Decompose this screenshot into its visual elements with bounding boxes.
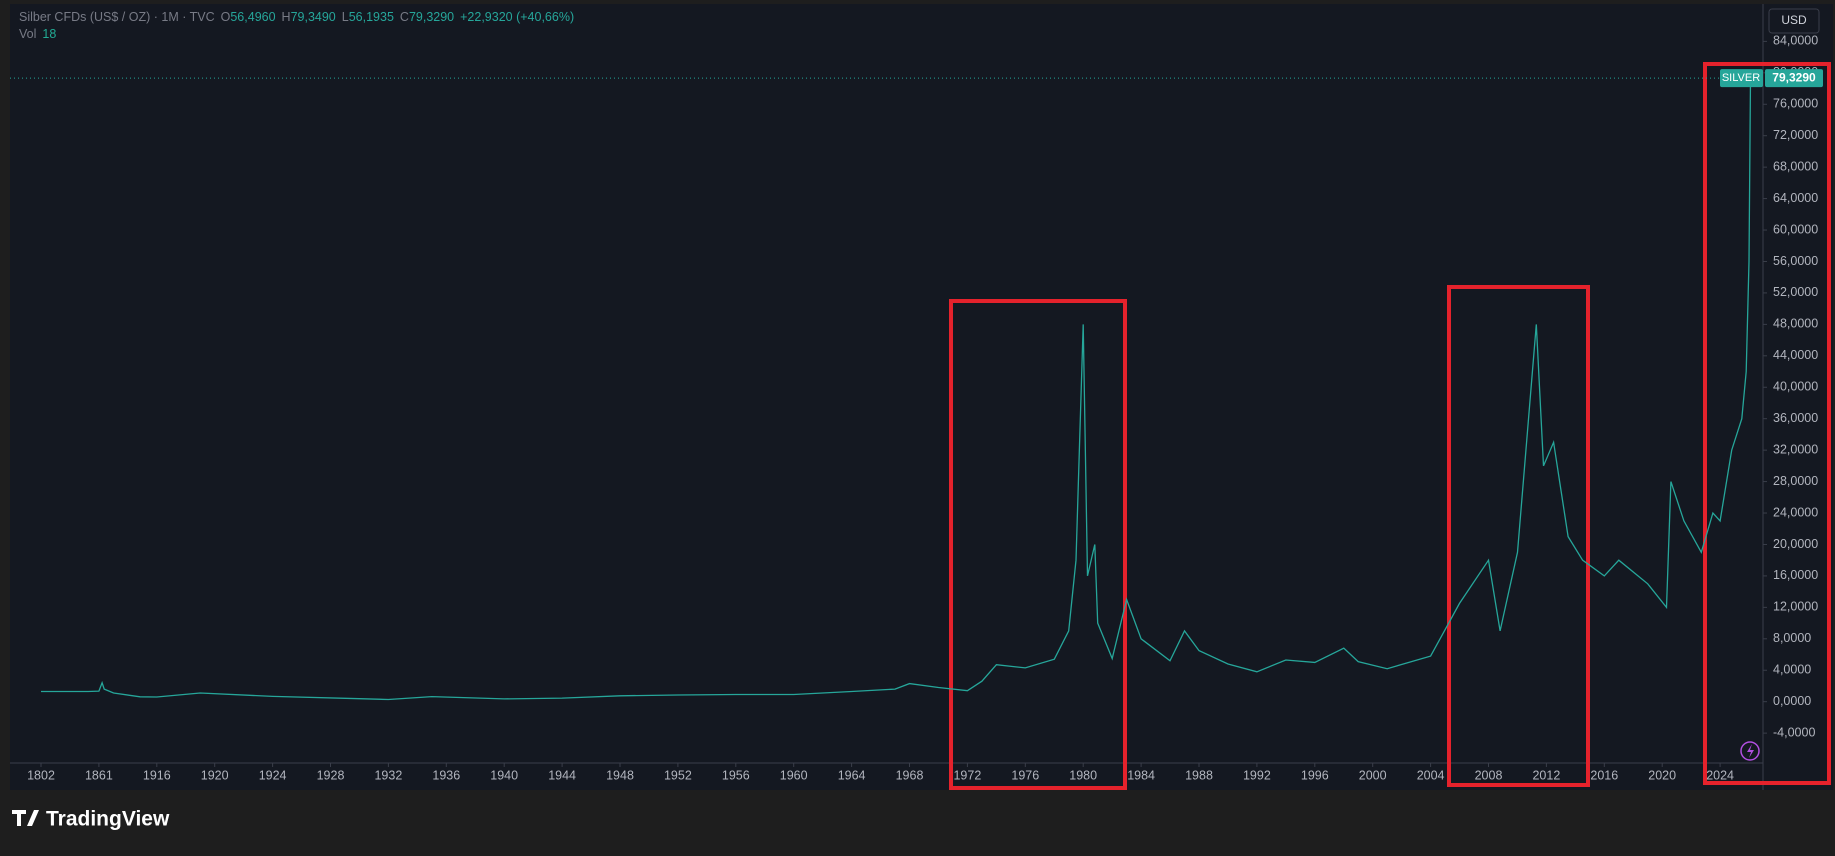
y-tick-label: 20,0000 [1773,537,1818,551]
change: +22,9320 (+40,66%) [460,10,574,24]
close: 79,3290 [409,10,454,24]
y-tick-label: 0,0000 [1773,694,1811,708]
o-label: O [221,10,231,24]
y-tick-label: 56,0000 [1773,254,1818,268]
y-tick-label: 28,0000 [1773,474,1818,488]
x-tick-label: 1968 [896,768,924,782]
y-tick-label: 8,0000 [1773,631,1811,645]
x-tick-label: 1916 [143,768,171,782]
alert-icon[interactable] [1740,741,1760,761]
l-label: L [342,10,349,24]
y-tick-label: 40,0000 [1773,380,1818,394]
x-tick-label: 2016 [1590,768,1618,782]
c-label: C [400,10,409,24]
x-tick-label: 1948 [606,768,634,782]
x-tick-label: 1996 [1301,768,1329,782]
low: 56,1935 [349,10,394,24]
y-tick-label: 68,0000 [1773,159,1818,173]
logo-mark [12,810,39,826]
x-tick-label: 1932 [374,768,402,782]
highlight-box [1447,285,1590,787]
x-tick-label: 1944 [548,768,576,782]
open: 56,4960 [230,10,275,24]
x-tick-label: 1924 [259,768,287,782]
logo: TradingView [12,808,170,831]
last-price: 79,3290 [1772,70,1816,84]
alert-icon-bolt [1747,744,1754,758]
x-tick-label: 1972 [953,768,981,782]
x-tick-label: 1928 [317,768,345,782]
logo-text: TradingView [46,808,170,831]
high: 79,3490 [291,10,336,24]
x-tick-label: 2012 [1532,768,1560,782]
x-tick-label: 1960 [780,768,808,782]
volume: Vol 18 [19,27,56,41]
y-tick-label: 12,0000 [1773,600,1818,614]
y-tick-label: 48,0000 [1773,317,1818,331]
y-tick-label: 60,0000 [1773,222,1818,236]
y-tick-label: 32,0000 [1773,442,1818,456]
y-tick-label: 64,0000 [1773,191,1818,205]
x-tick-label: 2004 [1417,768,1445,782]
x-tick-label: 2024 [1706,768,1734,782]
series-name: SILVER [1722,72,1760,84]
x-tick-label: 1984 [1127,768,1155,782]
y-tick-label: 16,0000 [1773,568,1818,582]
y-tick-label: -4,0000 [1773,725,1815,739]
chart-panel [10,4,1833,790]
x-tick-label: 1920 [201,768,229,782]
x-tick-label: 1964 [838,768,866,782]
y-tick-label: 76,0000 [1773,97,1818,111]
x-tick-label: 1936 [432,768,460,782]
y-tick-label: 36,0000 [1773,411,1818,425]
x-tick-label: 1802 [27,768,55,782]
y-tick-label: 72,0000 [1773,128,1818,142]
y-tick-label: 4,0000 [1773,663,1811,677]
y-tick-label: 24,0000 [1773,505,1818,519]
y-tick-label: 52,0000 [1773,285,1818,299]
x-tick-label: 2008 [1475,768,1503,782]
y-tick-label: 44,0000 [1773,348,1818,362]
highlight-box [949,299,1127,790]
last-price-badge [1765,69,1823,88]
symbol: Silber CFDs (US$ / OZ) · 1M · TVC O56,496… [19,10,574,24]
currency-button[interactable] [1768,8,1820,34]
x-tick-label: 1988 [1185,768,1213,782]
h-label: H [282,10,291,24]
highlight-box [1703,62,1831,785]
x-tick-label: 1940 [490,768,518,782]
symbol-text: Silber CFDs (US$ / OZ) · 1M · TVC [19,10,215,24]
x-tick-label: 1992 [1243,768,1271,782]
series-name-badge [1720,69,1763,88]
y-tick-label: 84,0000 [1773,34,1818,48]
x-tick-label: 1952 [664,768,692,782]
legend: Silber CFDs (US$ / OZ) · 1M · TVC O56,496… [19,10,574,41]
x-tick-label: 1956 [722,768,750,782]
x-tick-label: 2020 [1648,768,1676,782]
x-tick-label: 1980 [1069,768,1097,782]
x-tick-label: 1976 [1011,768,1039,782]
price-line [41,78,1752,701]
annotation-boxes [949,62,1831,790]
x-tick-label: 1861 [85,768,113,782]
x-tick-label: 2000 [1359,768,1387,782]
currency[interactable]: USD [1781,13,1807,27]
vol-label: Vol [19,27,36,41]
vol: 18 [42,27,56,41]
